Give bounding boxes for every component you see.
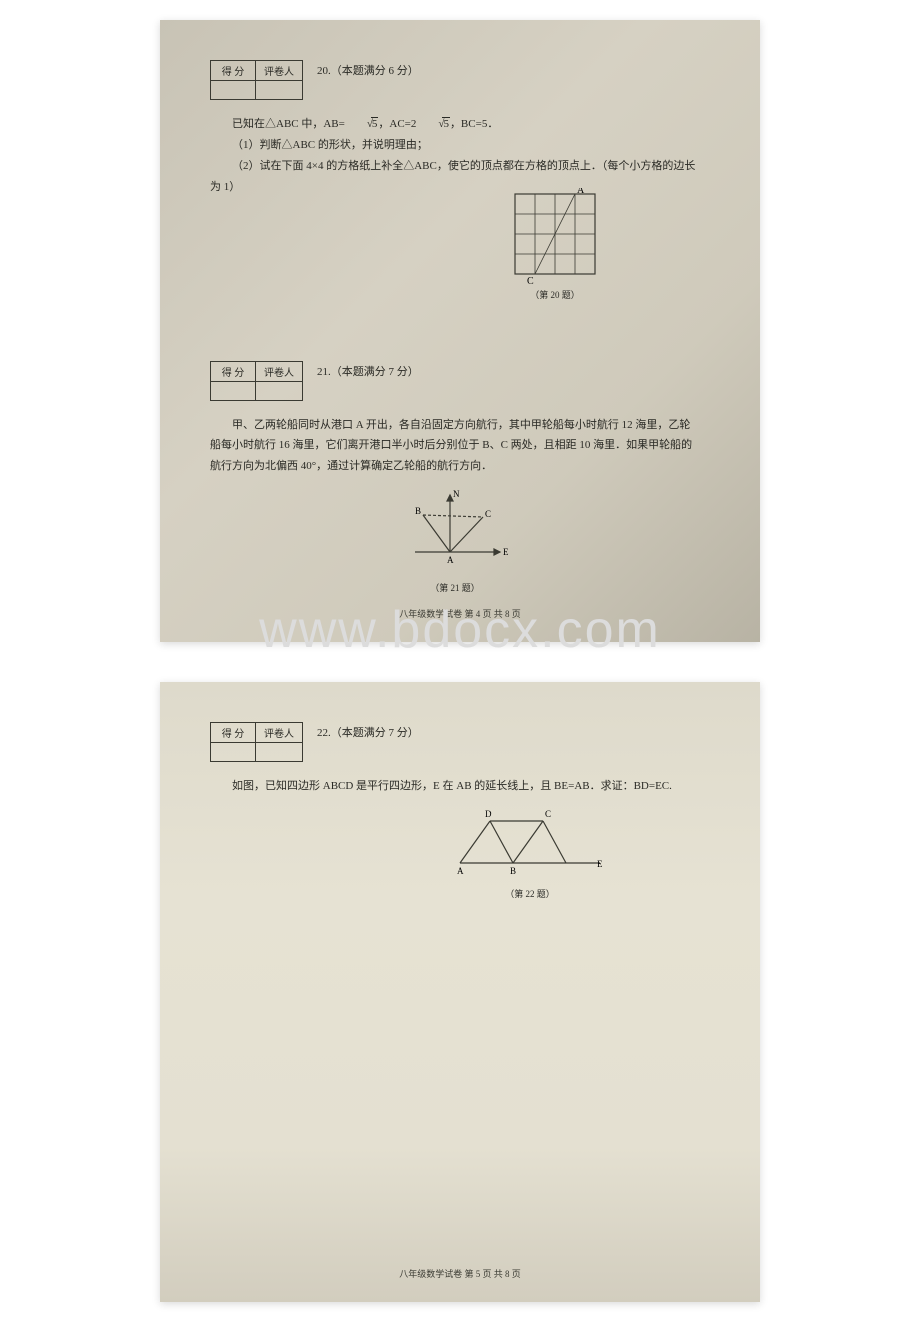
score-label: 得 分 (211, 61, 256, 81)
label-B: B (415, 506, 421, 516)
grader-label: 评卷人 (256, 61, 303, 81)
label-A: A (457, 866, 464, 876)
q21-body: 甲、乙两轮船同时从港口 A 开出，各自沿固定方向航行，其中甲轮船每小时航行 12… (210, 415, 700, 478)
grid-4x4: A C (505, 188, 605, 284)
score-label: 得 分 (211, 361, 256, 381)
q20-body: 已知在△ABC 中，AB=5，AC=25，BC=5． （1）判断△ABC 的形状… (210, 114, 700, 198)
exam-page-4: 得 分 评卷人 20.（本题满分 6 分） 已知在△ABC 中，AB=5，AC=… (160, 20, 760, 642)
label-B: B (510, 866, 516, 876)
label-C: C (545, 809, 551, 819)
label-C: C (527, 276, 534, 284)
label-D: D (485, 809, 492, 819)
page-footer-4: 八年级数学试卷 第 4 页 共 8 页 (160, 607, 760, 620)
label-A: A (577, 188, 585, 196)
question-22: 得 分 评卷人 22.（本题满分 7 分） 如图，已知四边形 ABCD 是平行四… (210, 722, 700, 900)
score-box-22: 得 分 评卷人 (210, 722, 303, 762)
page-footer-5: 八年级数学试卷 第 5 页 共 8 页 (160, 1267, 760, 1280)
score-box-21: 得 分 评卷人 (210, 361, 303, 401)
q20-heading: 20.（本题满分 6 分） (317, 60, 419, 78)
question-21: 得 分 评卷人 21.（本题满分 7 分） 甲、乙两轮船同时从港口 A 开出，各… (210, 361, 700, 595)
score-label: 得 分 (211, 723, 256, 743)
question-20: 得 分 评卷人 20.（本题满分 6 分） 已知在△ABC 中，AB=5，AC=… (210, 60, 700, 301)
q22-caption: （第 22 题） (360, 887, 700, 900)
grader-label: 评卷人 (256, 361, 303, 381)
parallelogram-diagram: A B E D C (445, 803, 615, 883)
exam-page-5: 得 分 评卷人 22.（本题满分 7 分） 如图，已知四边形 ABCD 是平行四… (160, 682, 760, 1302)
q21-figure: N B C A E （第 21 题） (210, 487, 700, 594)
label-E: E (597, 859, 603, 869)
q20-caption: （第 20 题） (410, 288, 700, 301)
q20-given: 已知在△ABC 中，AB=5，AC=25，BC=5． (210, 114, 700, 135)
q22-body: 如图，已知四边形 ABCD 是平行四边形，E 在 AB 的延长线上，且 BE=A… (210, 776, 700, 797)
q21-heading: 21.（本题满分 7 分） (317, 361, 419, 379)
label-A: A (447, 555, 454, 565)
label-N: N (453, 489, 460, 499)
label-E: E (503, 547, 509, 557)
q20-figure: A C （第 20 题） (410, 188, 700, 301)
q20-part1: （1）判断△ABC 的形状，并说明理由； (210, 135, 700, 156)
label-C: C (485, 509, 491, 519)
grader-label: 评卷人 (256, 723, 303, 743)
score-box-20: 得 分 评卷人 (210, 60, 303, 100)
q21-caption: （第 21 题） (210, 581, 700, 594)
q22-heading: 22.（本题满分 7 分） (317, 722, 419, 740)
compass-diagram: N B C A E (395, 487, 515, 577)
q22-figure: A B E D C （第 22 题） (360, 803, 700, 900)
